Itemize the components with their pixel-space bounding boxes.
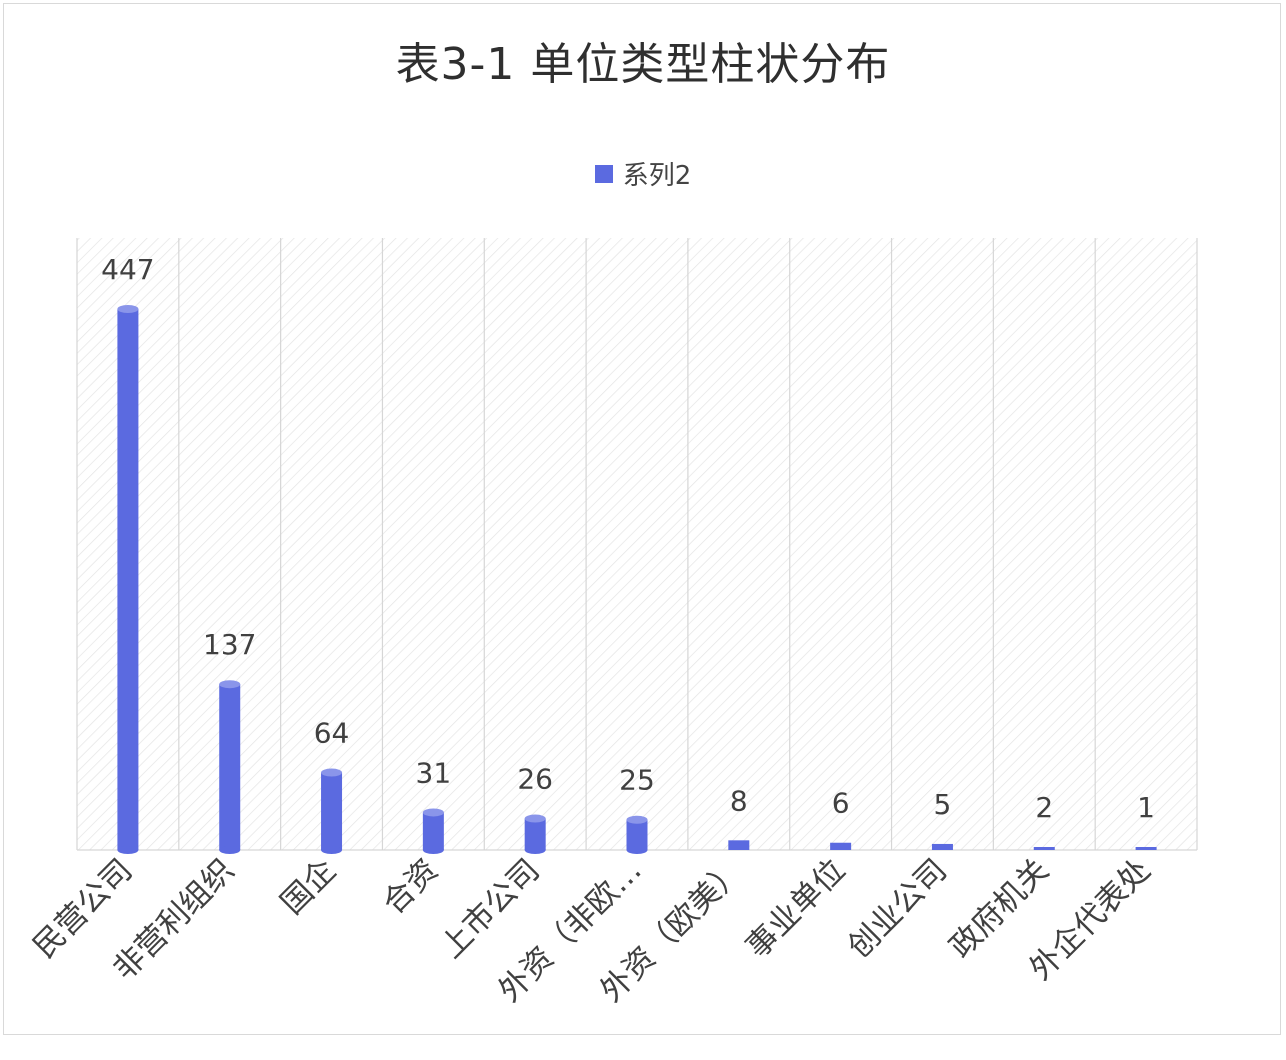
data-label: 6: [832, 787, 850, 820]
plot-area: [77, 238, 1197, 850]
x-tick-label: 国企: [274, 852, 343, 921]
data-label: 5: [934, 788, 952, 821]
legend-label: 系列2: [622, 161, 692, 191]
bar-base: [626, 846, 648, 854]
bar-cap: [626, 815, 648, 824]
data-label: 137: [203, 628, 256, 661]
bar: [219, 680, 241, 854]
bar: [1033, 847, 1055, 850]
bar-base: [117, 846, 139, 854]
bar-base: [219, 846, 241, 854]
bar-body: [117, 309, 139, 850]
legend-swatch: [594, 164, 613, 183]
bar-body: [728, 840, 750, 850]
data-label: 26: [517, 763, 553, 796]
bar-body: [219, 684, 241, 850]
bar-cap: [422, 808, 444, 817]
bar-body: [422, 812, 444, 850]
bar: [626, 815, 648, 854]
data-label: 31: [416, 756, 452, 789]
x-tick-label: 事业单位: [739, 852, 852, 965]
bar-body: [524, 818, 546, 850]
x-tick-label: 创业公司: [841, 852, 954, 965]
bar-body: [931, 843, 953, 850]
data-label: 8: [730, 784, 748, 817]
bar: [117, 305, 139, 854]
bar-cap: [219, 680, 241, 689]
chart-legend: 系列2: [0, 155, 1286, 192]
bar: [422, 808, 444, 854]
bar-body: [321, 772, 343, 850]
data-label: 2: [1035, 791, 1053, 824]
bar-cap: [524, 814, 546, 823]
bar-base: [422, 846, 444, 854]
bar: [321, 768, 343, 854]
bar: [830, 842, 852, 850]
bar: [524, 814, 546, 854]
chart-title: 表3-1 单位类型柱状分布: [395, 39, 891, 90]
bar-body: [1033, 847, 1055, 850]
bar-cap: [117, 305, 139, 313]
bar: [728, 840, 750, 850]
bar-cap: [321, 768, 343, 777]
data-label: 25: [619, 764, 655, 797]
x-tick-label: 合资: [376, 852, 445, 921]
data-label: 64: [314, 717, 350, 750]
bar-body: [1135, 847, 1157, 850]
bar: [1135, 847, 1157, 850]
bar-body: [830, 842, 852, 850]
data-label: 1: [1137, 791, 1155, 824]
bar-base: [321, 846, 343, 854]
bar-base: [524, 846, 546, 854]
bar-body: [626, 819, 648, 850]
bar: [931, 843, 953, 850]
data-label: 447: [101, 253, 154, 286]
